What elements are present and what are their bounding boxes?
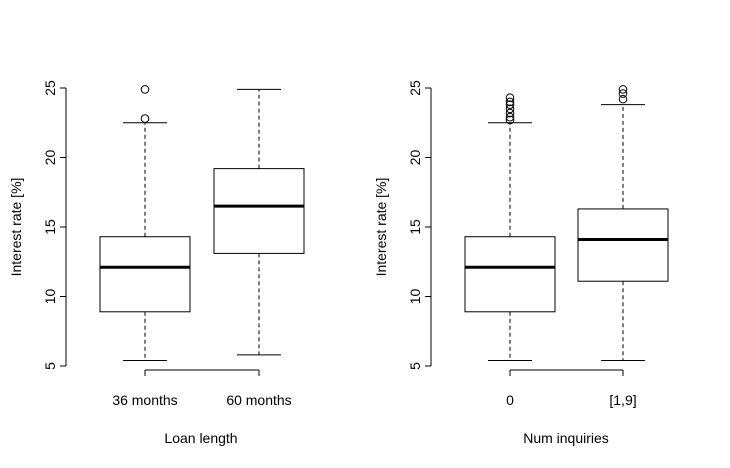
x-tick-label: [1,9]	[609, 392, 636, 408]
outlier-point	[505, 112, 515, 122]
x-axis-label: Num inquiries	[523, 430, 609, 446]
iqr-box	[464, 236, 556, 313]
x-tick-label: 36 months	[112, 392, 177, 408]
x-axis-label: Loan length	[164, 430, 237, 446]
x-tick-label: 0	[506, 392, 514, 408]
y-tick-label: 20	[407, 150, 423, 166]
outlier-point	[140, 85, 150, 94]
outlier-point	[505, 93, 515, 103]
outlier-point	[505, 104, 515, 114]
y-tick-label: 10	[407, 289, 423, 305]
y-tick-label: 25	[407, 80, 423, 96]
x-tick-label: 60 months	[226, 392, 291, 408]
y-tick-label: 10	[42, 289, 58, 305]
iqr-box	[577, 208, 669, 282]
iqr-box	[99, 236, 191, 313]
y-tick-label: 15	[42, 219, 58, 235]
box-0	[464, 93, 556, 361]
box-1	[213, 88, 305, 356]
box-0	[99, 85, 191, 361]
y-tick-label: 15	[407, 219, 423, 235]
y-tick-label: 5	[407, 362, 423, 370]
outlier-point	[618, 94, 628, 104]
outlier-point	[505, 100, 515, 109]
panel-loan-length: 5 10 15 20 25 Interest rate [%] 36 months 60 mo…	[8, 80, 305, 446]
y-tick-label: 20	[42, 150, 58, 166]
y-tick-label: 25	[42, 80, 58, 96]
outlier-point	[140, 114, 150, 123]
outlier-point	[505, 108, 515, 118]
outlier-point	[618, 89, 628, 98]
y-tick-label: 5	[42, 362, 58, 370]
y-axis-label: Interest rate [%]	[373, 178, 389, 277]
y-axis-label: Interest rate [%]	[8, 178, 24, 277]
box-1	[577, 85, 669, 361]
outlier-point	[618, 85, 628, 94]
outlier-point	[505, 97, 515, 107]
outlier-point	[505, 115, 515, 125]
iqr-box	[213, 168, 305, 254]
panel-num-inquiries: 5 10 15 20 25 Interest rate [%] 0 [1,9] Num inqu…	[373, 80, 669, 446]
